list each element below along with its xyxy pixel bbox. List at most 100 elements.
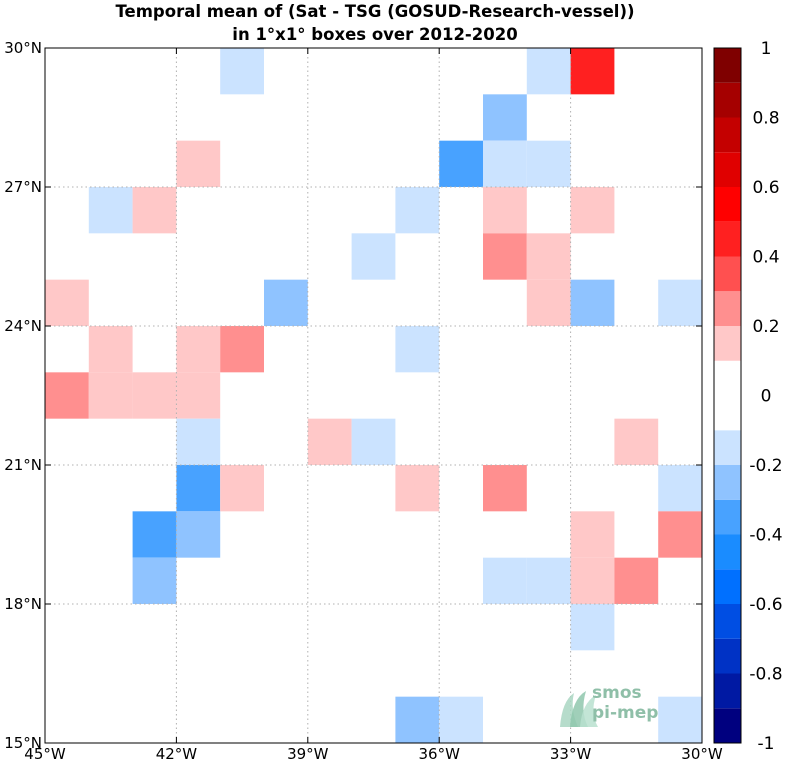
colorbar-tick-label: 1 (761, 39, 772, 59)
heatmap-cell (570, 187, 615, 234)
heatmap-cell (176, 326, 221, 373)
heatmap-cell (395, 465, 440, 512)
heatmap-cell (395, 187, 440, 234)
heatmap-cell (132, 511, 177, 558)
heatmap-cell (483, 465, 527, 512)
colorbar-bin (714, 534, 741, 570)
heatmap-cell (658, 465, 702, 512)
heatmap-cell (570, 511, 615, 558)
heatmap-cell (439, 696, 483, 743)
logo-text-smos: smos (592, 683, 642, 703)
colorbar-bin (714, 673, 741, 709)
x-tick-label: 33°W (550, 745, 592, 763)
colorbar-bin (714, 499, 741, 535)
heatmap-cell (45, 372, 89, 419)
colorbar-tick-label: 0.4 (752, 248, 779, 268)
heatmap-cell (176, 372, 221, 419)
heatmap-cell (88, 326, 133, 373)
heatmap-cell (570, 604, 615, 651)
logo-wave-icon (560, 691, 598, 727)
colorbar-tick-label: -0.4 (749, 526, 782, 546)
gridlines (45, 48, 702, 743)
heatmap-cells (45, 48, 702, 743)
colorbar-bin (714, 82, 741, 118)
heatmap-cell (658, 279, 702, 326)
heatmap-cell (132, 557, 177, 604)
heatmap-cell (176, 418, 221, 465)
colorbar-bin (714, 395, 741, 431)
colorbar-bin (714, 360, 741, 396)
axis-ticks: 45°W 42°W 39°W 36°W 33°W 30°W 30°N 27°N 24°N 21°N… (4, 39, 723, 763)
heatmap-cell (88, 372, 133, 419)
heatmap-cell (658, 511, 702, 558)
colorbar-bin (714, 326, 741, 361)
heatmap-cell (526, 233, 571, 280)
heatmap-cell (220, 326, 264, 373)
colorbar-bin (714, 152, 741, 187)
x-tick-label: 30°W (681, 745, 723, 763)
heatmap-cell (176, 140, 221, 187)
heatmap-cell (132, 187, 177, 234)
colorbar-bin (714, 465, 741, 500)
heatmap-cell (570, 557, 615, 604)
heatmap-cell (220, 48, 264, 95)
heatmap-cell (307, 418, 352, 465)
colorbar-bin (714, 117, 741, 153)
colorbar-frame (713, 47, 742, 744)
heatmap-cell (570, 279, 615, 326)
heatmap-cell (658, 696, 702, 743)
heatmap-cell (45, 279, 89, 326)
heatmap-cell (264, 279, 308, 326)
colorbar-tick-label: -0.8 (749, 665, 782, 685)
colorbar-bin (714, 604, 741, 639)
colorbar-bin (714, 569, 741, 604)
heatmap-cell (526, 140, 571, 187)
logo-text-pimep: pi-mep (592, 703, 659, 723)
colorbar-bin (714, 187, 741, 222)
colorbar-bin (714, 638, 741, 674)
smos-pi-mep-logo: smos pi-mep (556, 683, 676, 733)
colorbar-bin (714, 48, 741, 83)
heatmap-cell (483, 233, 527, 280)
colorbar-tick-label: 0.6 (752, 178, 779, 198)
colorbar-tick-label: 0 (761, 387, 772, 407)
y-tick-label: 18°N (4, 595, 42, 613)
y-tick-label: 21°N (4, 456, 42, 474)
heatmap-cell (526, 279, 571, 326)
heatmap-cell (483, 187, 527, 234)
colorbar-tick-label: 0.2 (752, 317, 779, 337)
plot-frame (44, 47, 703, 744)
colorbar-bin (714, 221, 741, 257)
heatmap-cell (132, 372, 177, 419)
x-tick-label: 39°W (287, 745, 329, 763)
y-tick-label: 30°N (4, 39, 42, 57)
heatmap-cell (483, 557, 527, 604)
x-tick-label: 45°W (24, 745, 66, 763)
heatmap-cell (176, 511, 221, 558)
heatmap-cell (395, 696, 440, 743)
colorbar-tick-label: -0.6 (749, 595, 782, 615)
colorbar-bin (714, 256, 741, 292)
y-tick-label: 24°N (4, 317, 42, 335)
colorbar-tick-label: -0.2 (749, 456, 782, 476)
heatmap-cell (176, 465, 221, 512)
heatmap-cell (351, 418, 396, 465)
chart-title: Temporal mean of (Sat - TSG (GOSUD-Resea… (0, 0, 750, 46)
heatmap-cell (395, 326, 440, 373)
heatmap-cell (614, 557, 659, 604)
heatmap-cell (351, 233, 396, 280)
colorbar-bins (714, 48, 741, 743)
heatmap-cell (483, 140, 527, 187)
colorbar-bin (714, 291, 741, 326)
colorbar-bin (714, 708, 741, 743)
colorbar-ticks: 1 0.8 0.6 0.4 0.2 0 -0.2 -0.4 -0.6 -0.8 -1 (749, 39, 782, 754)
heatmap-cell (88, 187, 133, 234)
x-tick-label: 36°W (418, 745, 460, 763)
y-tick-label: 27°N (4, 178, 42, 196)
heatmap-cell (526, 48, 571, 95)
colorbar-tick-label: 0.8 (752, 109, 779, 129)
heatmap-cell (570, 48, 615, 95)
chart-title-line-1: Temporal mean of (Sat - TSG (GOSUD-Resea… (115, 2, 635, 21)
